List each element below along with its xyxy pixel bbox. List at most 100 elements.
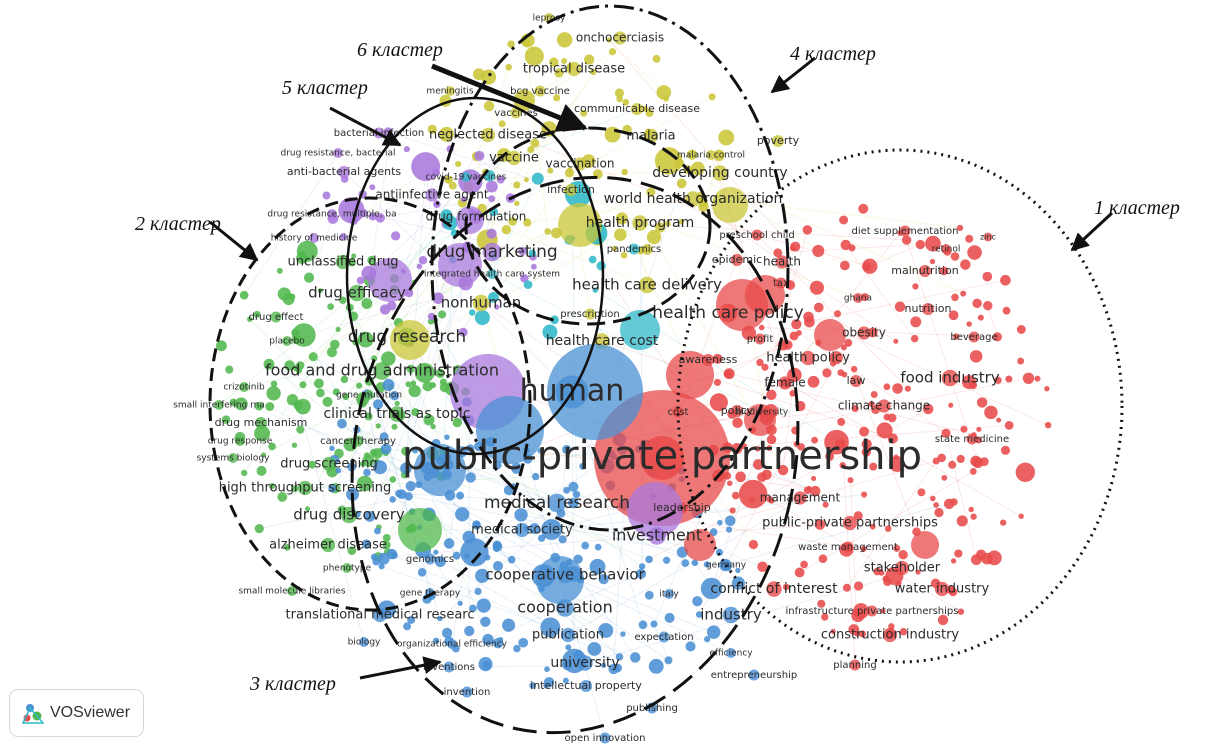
network-node	[892, 383, 903, 394]
network-node	[241, 469, 248, 477]
term-label: beverage	[950, 332, 997, 343]
network-link	[308, 218, 334, 278]
network-node	[397, 489, 407, 500]
network-node	[308, 352, 318, 362]
term-node	[726, 648, 736, 658]
network-node	[937, 453, 946, 463]
network-node	[869, 523, 876, 530]
term-label: developing country	[652, 165, 787, 181]
network-node	[501, 224, 512, 235]
term-node	[348, 284, 366, 302]
network-node	[523, 280, 533, 290]
vosviewer-logo-text: VOSviewer	[50, 704, 131, 721]
network-node	[564, 168, 574, 178]
network-node	[880, 608, 886, 614]
network-node	[752, 459, 764, 470]
network-node	[622, 98, 630, 106]
term-label: publishing	[626, 703, 678, 714]
cluster-2-outline	[208, 196, 532, 612]
network-link	[268, 363, 405, 476]
network-node	[403, 146, 410, 153]
network-node	[254, 523, 264, 534]
network-node	[462, 530, 476, 544]
network-node	[268, 483, 276, 490]
term-node	[793, 491, 807, 505]
network-node	[708, 93, 716, 101]
network-node	[718, 129, 735, 146]
network-node	[288, 293, 296, 301]
cluster-3-outline	[350, 175, 800, 735]
term-label: food and drug administration	[265, 361, 499, 380]
network-node	[427, 124, 437, 134]
network-node	[861, 439, 872, 450]
network-node	[556, 32, 573, 48]
term-label: public-private partnership	[402, 433, 922, 479]
network-node	[678, 218, 685, 225]
term-node	[534, 85, 546, 97]
term-node	[771, 134, 785, 148]
network-node	[972, 298, 982, 309]
network-node	[485, 180, 498, 193]
network-node	[382, 540, 391, 549]
term-node	[599, 732, 611, 744]
network-link	[608, 39, 665, 93]
term-label: infrastructure private partnerships	[786, 606, 959, 617]
network-node	[531, 172, 544, 185]
network-node	[514, 200, 520, 207]
network-link	[906, 239, 979, 463]
term-node	[214, 400, 224, 410]
cluster-5-outline	[345, 96, 605, 456]
network-node	[405, 381, 412, 388]
network-node	[540, 617, 561, 638]
term-label: stakeholder	[864, 561, 941, 576]
term-label: inventions	[423, 662, 475, 673]
network-node	[514, 508, 528, 522]
term-node	[461, 686, 473, 698]
network-node	[934, 507, 944, 518]
network-node	[822, 368, 832, 378]
network-node	[738, 479, 768, 509]
term-label: ghana	[844, 294, 872, 304]
term-node	[751, 229, 763, 241]
network-link	[268, 363, 462, 453]
hub-node	[627, 482, 683, 538]
network-node	[1004, 420, 1014, 430]
term-node	[632, 215, 648, 231]
network-node	[1005, 375, 1013, 383]
network-node	[970, 455, 982, 467]
network-link	[987, 305, 998, 337]
network-node	[433, 637, 440, 644]
network-node	[1044, 386, 1050, 392]
cluster-6-arrow	[431, 63, 588, 132]
network-node	[876, 422, 893, 439]
network-node	[861, 447, 872, 457]
term-label: small molecule libraries	[238, 587, 345, 597]
network-node	[266, 386, 281, 401]
network-node	[1015, 462, 1036, 483]
term-label: leprosy	[533, 14, 566, 24]
network-node	[976, 397, 988, 408]
term-node	[882, 627, 898, 643]
hub-node	[712, 187, 748, 223]
network-node	[635, 568, 647, 579]
network-node	[518, 246, 527, 256]
term-label: industry	[700, 606, 762, 624]
network-node	[442, 215, 458, 231]
network-node	[757, 472, 767, 482]
hub-node	[911, 531, 939, 559]
network-node	[899, 627, 908, 636]
network-node	[748, 539, 759, 550]
network-node	[695, 611, 703, 618]
network-node	[299, 381, 307, 389]
network-link	[390, 232, 455, 267]
network-node	[917, 488, 926, 497]
network-node	[729, 507, 736, 514]
network-node	[427, 312, 436, 321]
cluster-4-arrow	[770, 56, 816, 94]
term-node	[333, 148, 343, 158]
term-node	[722, 606, 740, 624]
network-node	[411, 408, 420, 417]
term-node	[712, 165, 728, 181]
network-node	[308, 460, 317, 469]
network-node	[868, 401, 875, 408]
